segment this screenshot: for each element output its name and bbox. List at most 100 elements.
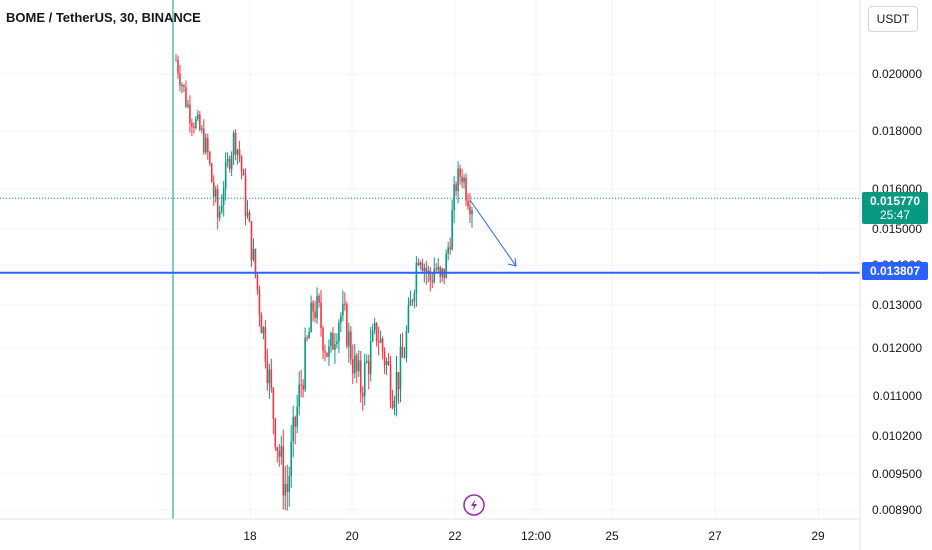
candle-body — [465, 177, 467, 201]
candle-body — [407, 305, 410, 332]
price-axis[interactable]: 0.0200000.0180000.0160000.0150000.014000… — [872, 67, 922, 517]
time-tick-label: 22 — [448, 529, 462, 543]
candle-body — [355, 355, 358, 372]
candle-body — [453, 184, 455, 211]
candle-body — [431, 280, 434, 283]
price-tick-label: 0.009500 — [872, 467, 922, 481]
candle-body — [387, 361, 390, 365]
price-tick-label: 0.012000 — [872, 341, 922, 355]
last-price-value: 0.015770 — [870, 194, 920, 208]
price-tick-label: 0.020000 — [872, 67, 922, 81]
candle-body — [363, 362, 366, 397]
candle-body — [326, 352, 328, 357]
candle-body — [316, 295, 318, 318]
candle-body — [191, 123, 193, 127]
candle-body — [318, 295, 320, 303]
candle-body — [252, 249, 255, 260]
candle-body — [447, 247, 449, 254]
candle-body — [236, 149, 239, 155]
candle-body — [272, 388, 275, 419]
candle-body — [216, 189, 219, 218]
candle-body — [437, 267, 440, 270]
candle-body — [413, 293, 416, 302]
candle-body — [427, 270, 430, 273]
candle-body — [425, 267, 428, 273]
candle-body — [369, 341, 372, 374]
candle-body — [381, 338, 384, 352]
candle-body — [375, 322, 378, 342]
candle-body — [187, 104, 189, 107]
candle-body — [220, 204, 223, 213]
candle-body — [395, 372, 398, 402]
candle-body — [260, 314, 263, 334]
candle-body — [342, 303, 344, 316]
last-price-badge: 0.015770 25:47 — [862, 192, 928, 224]
candle-body — [449, 247, 451, 250]
candle-body — [377, 341, 380, 343]
candle-body — [266, 361, 269, 384]
candle-body — [290, 441, 293, 477]
candle-body — [467, 200, 469, 207]
candle-body — [282, 446, 285, 496]
candle-body — [244, 175, 247, 216]
candle-body — [330, 332, 332, 347]
candle-body — [314, 311, 316, 318]
level-value: 0.013807 — [870, 264, 920, 278]
candle-body — [206, 137, 209, 152]
candle-body — [361, 392, 364, 397]
candle-body — [373, 322, 376, 331]
candle-body — [340, 315, 342, 323]
arrow-head — [507, 257, 517, 267]
time-tick-label: 12:00 — [521, 529, 551, 543]
candle-body — [417, 262, 420, 266]
candle-body — [332, 332, 334, 350]
candle-body — [258, 289, 261, 315]
candle-body — [405, 331, 408, 358]
candle-body — [286, 484, 289, 492]
time-tick-label: 25 — [605, 529, 619, 543]
candle-body — [256, 274, 259, 290]
level-badge[interactable]: 0.013807 — [862, 262, 928, 280]
candle-body — [270, 369, 273, 389]
candle-body — [296, 406, 298, 427]
candle-body — [214, 189, 217, 197]
candle-body — [210, 163, 213, 183]
lightning-icon[interactable] — [463, 494, 485, 516]
candle-body — [371, 330, 374, 342]
candle-body — [359, 360, 362, 393]
candle-body — [208, 151, 211, 164]
candle-body — [393, 401, 396, 408]
down-arrow-drawing[interactable] — [469, 199, 517, 267]
grid-lines — [0, 0, 860, 519]
candle-body — [246, 212, 249, 216]
time-tick-label: 27 — [708, 529, 722, 543]
candle-body — [350, 331, 352, 360]
candle-body — [399, 346, 402, 390]
candle-body — [457, 168, 459, 192]
candle-body — [419, 262, 422, 266]
candle-body — [254, 249, 257, 275]
candle-body — [288, 476, 291, 492]
candle-body — [397, 372, 400, 390]
candle-body — [334, 344, 336, 350]
candle-body — [461, 176, 463, 183]
candle-body — [250, 221, 253, 260]
candle-body — [401, 346, 404, 358]
candle-body — [204, 137, 207, 153]
candle-body — [352, 359, 354, 374]
candle-body — [238, 149, 241, 157]
time-axis[interactable]: 18 20 22 12:00 25 27 29 — [243, 529, 825, 543]
currency-button[interactable]: USDT — [868, 6, 918, 32]
candle-body — [212, 182, 215, 197]
candle-body — [328, 346, 330, 357]
candle-body — [228, 158, 231, 169]
candle-body — [459, 168, 461, 177]
price-tick-label: 0.018000 — [872, 124, 922, 138]
candle-body — [365, 360, 368, 363]
candle-body — [471, 210, 473, 215]
candle-body — [292, 416, 295, 442]
candle-body — [268, 369, 271, 384]
symbol-title: BOME / TetherUS, 30, BINANCE — [6, 10, 201, 25]
candle-body — [383, 351, 386, 366]
